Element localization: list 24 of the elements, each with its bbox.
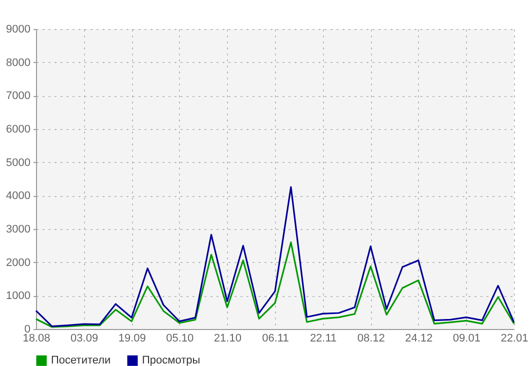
y-tick-label: 0 [24,324,30,336]
y-tick-label: 1000 [6,290,30,302]
x-tick-label: 22.01 [500,332,528,344]
y-tick-label: 2000 [6,256,30,269]
x-tick-label: 21.10 [214,332,242,344]
x-tick-label: 22.11 [310,332,337,344]
y-tick-label: 3000 [6,224,30,236]
x-tick-label: 24.12 [405,332,433,344]
legend-label: Просмотры [142,354,200,366]
y-tick-label: 6000 [6,124,30,136]
x-tick-label: 09.01 [452,332,480,344]
x-tick-label: 03.09 [70,332,98,344]
y-tick-label: 9000 [6,24,30,36]
legend-label: Посетители [51,354,111,366]
y-tick-label: 4000 [6,190,30,202]
x-tick-label: 05.10 [166,332,194,344]
x-tick-label: 08.12 [357,332,385,344]
x-tick-label: 18.08 [22,332,50,344]
x-tick-label: 19.09 [118,332,146,344]
x-tick-label: 06.11 [262,332,289,344]
line-series [35,186,515,328]
y-tick-label: 5000 [6,156,30,169]
y-tick-label: 7000 [6,90,30,102]
y-tick-label: 8000 [6,56,30,69]
